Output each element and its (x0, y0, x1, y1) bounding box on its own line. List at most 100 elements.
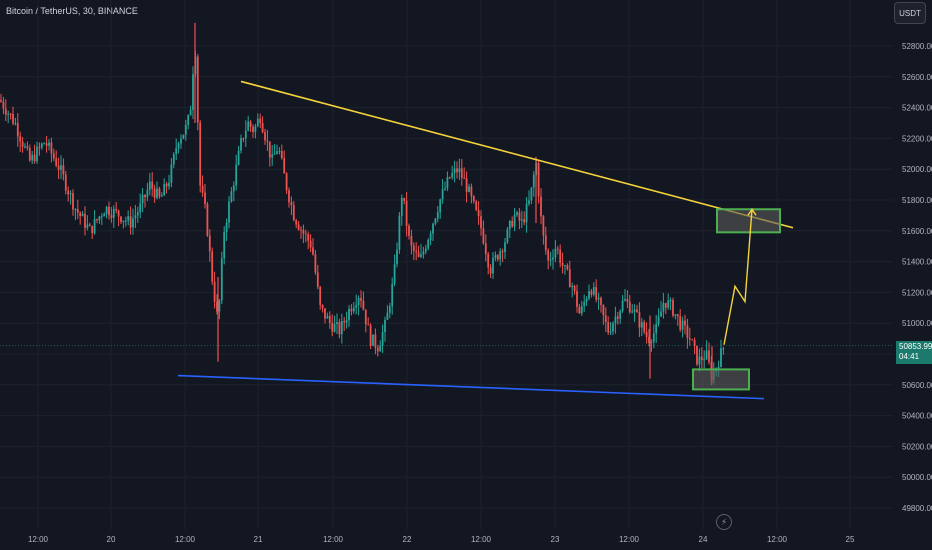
candle-body (537, 162, 540, 197)
candle-body (427, 239, 430, 249)
candle-body (177, 143, 180, 149)
time-tick-label: 21 (254, 535, 263, 544)
candle-body (391, 283, 394, 307)
candle-body (415, 251, 418, 253)
candle-body (441, 189, 444, 200)
candle-body (525, 203, 528, 223)
time-tick-label: 20 (107, 535, 116, 544)
candle-body (55, 158, 58, 166)
candle-body (532, 174, 535, 188)
candle-body (436, 212, 439, 219)
candle-body (516, 212, 518, 215)
candle-body (172, 154, 175, 165)
candle-body (588, 291, 590, 299)
candle-body (328, 316, 331, 323)
candle-body (122, 220, 125, 222)
candle-body (350, 308, 353, 312)
candle-body (511, 220, 514, 227)
candle-body (259, 118, 262, 123)
candle-body (530, 187, 533, 201)
candle-body (110, 215, 113, 218)
candle-body (204, 192, 206, 205)
candle-body (595, 287, 598, 300)
candle-body (432, 223, 434, 234)
candle-body (12, 114, 14, 124)
candle-body (64, 174, 67, 191)
candle-body (235, 164, 238, 186)
last-price-tag: 50853.99 04:41 (896, 341, 932, 364)
candle-body (290, 202, 293, 205)
candle-body (340, 321, 343, 335)
candle-body (499, 251, 502, 260)
candle-body (573, 285, 576, 292)
candle-body (331, 322, 334, 332)
currency-button[interactable]: USDT (894, 2, 926, 24)
candle-body (175, 148, 178, 155)
candle-body (648, 336, 650, 343)
symbol-label: Bitcoin / TetherUS, 30, BINANCE (6, 6, 138, 16)
candle-body (540, 196, 542, 217)
candle-body (484, 243, 487, 255)
candle-body (28, 148, 31, 161)
candle-body (40, 143, 43, 148)
candle-body (388, 306, 391, 313)
price-tick-label: 52800.00 (902, 42, 932, 51)
price-tick-label: 51600.00 (902, 227, 932, 236)
candle-body (523, 219, 526, 223)
candle-body (256, 118, 259, 127)
candle-body (134, 215, 137, 219)
candle-body (477, 209, 480, 217)
candle-body (247, 121, 250, 131)
candle-body (321, 304, 324, 309)
time-tick-label: 12:00 (767, 535, 788, 544)
candle-body (566, 265, 569, 270)
candle-body (672, 300, 674, 316)
candle-body (468, 186, 470, 192)
candle-body (489, 267, 492, 274)
candle-body (693, 340, 696, 346)
candle-body (364, 309, 367, 325)
candle-body (271, 154, 274, 158)
candle-body (705, 350, 708, 360)
candle-body (352, 307, 355, 312)
candle-body (424, 248, 427, 252)
candle-body (268, 141, 271, 158)
candle-body (208, 235, 211, 252)
candle-body (384, 319, 386, 333)
candle-body (528, 200, 530, 204)
candle-body (621, 300, 624, 311)
candle-body (48, 142, 50, 146)
candle-body (31, 154, 34, 161)
candle-body (412, 245, 415, 252)
candle-body (444, 188, 446, 190)
candle-body (86, 224, 89, 228)
candle-body (475, 201, 478, 210)
candle-body (151, 181, 154, 189)
candle-body (158, 188, 161, 197)
candle-body (662, 302, 665, 312)
price-tick-label: 50400.00 (902, 412, 932, 421)
candle-body (638, 312, 641, 328)
candle-body (326, 316, 329, 319)
candle-body (564, 265, 566, 267)
candle-body (144, 194, 146, 197)
time-tick-label: 22 (403, 535, 412, 544)
candle-body (561, 262, 564, 266)
candle-body (381, 332, 384, 346)
candle-body (417, 252, 420, 257)
candle-body (103, 213, 106, 217)
lightning-icon[interactable]: ⚡ (716, 514, 732, 530)
candle-body (319, 286, 322, 305)
candle-body (480, 216, 482, 229)
candle-body (513, 214, 516, 227)
candle-body (201, 185, 204, 193)
candle-body (357, 298, 360, 306)
candle-body (168, 182, 170, 187)
candle-body (487, 254, 490, 268)
candle-body (38, 146, 41, 148)
candle-body (240, 138, 242, 151)
grid (0, 0, 893, 530)
candle-body (379, 345, 382, 352)
candle-body (336, 322, 338, 324)
